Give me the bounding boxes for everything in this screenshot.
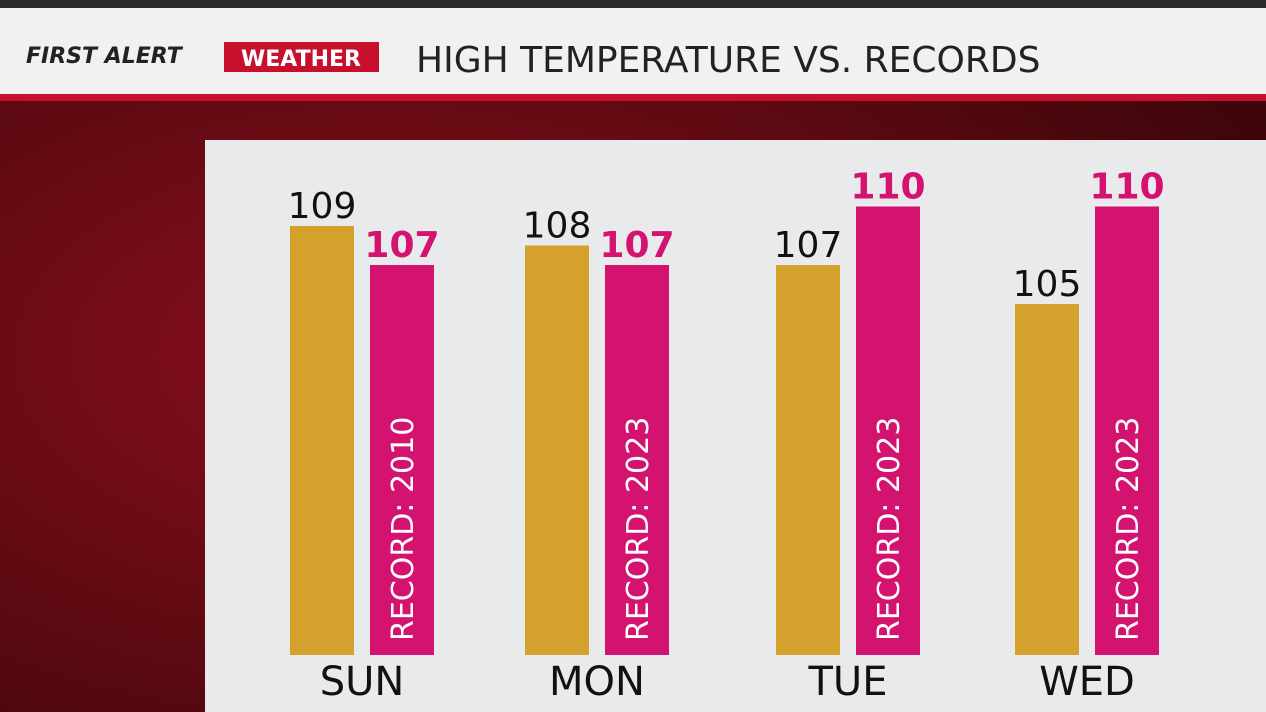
bar: [525, 245, 589, 655]
brand-box: [224, 42, 379, 72]
bar-label: RECORD: 2010: [386, 417, 421, 641]
bar-label: RECORD: 2023: [621, 417, 656, 641]
bar-label: RECORD: 2023: [1111, 417, 1146, 641]
bar-label: RECORD: 2023: [872, 417, 907, 641]
x-tick-label: TUE: [808, 659, 888, 705]
header-bar: [0, 8, 1266, 96]
top-strip: [0, 0, 1266, 8]
value-label: 107: [599, 225, 674, 266]
bar: [1095, 206, 1159, 655]
value-label: 110: [850, 167, 925, 208]
bar: [856, 206, 920, 655]
header-rule: [0, 94, 1266, 101]
x-tick-label: WED: [1039, 659, 1135, 705]
brand-second: WEATHER: [241, 47, 361, 72]
bar: [370, 265, 434, 655]
value-label: 109: [288, 186, 357, 227]
value-label: 108: [523, 206, 592, 247]
x-tick-label: MON: [549, 659, 645, 705]
chart-title: HIGH TEMPERATURE VS. RECORDS: [416, 40, 1040, 81]
bar: [605, 265, 669, 655]
value-label: 105: [1013, 264, 1082, 305]
value-label: 107: [774, 225, 843, 266]
bar: [776, 265, 840, 655]
brand-first: FIRST ALERT: [26, 44, 184, 69]
value-label: 110: [1089, 167, 1164, 208]
value-label: 107: [364, 225, 439, 266]
bar: [290, 226, 354, 655]
bar: [1015, 304, 1079, 655]
x-tick-label: SUN: [320, 659, 405, 705]
